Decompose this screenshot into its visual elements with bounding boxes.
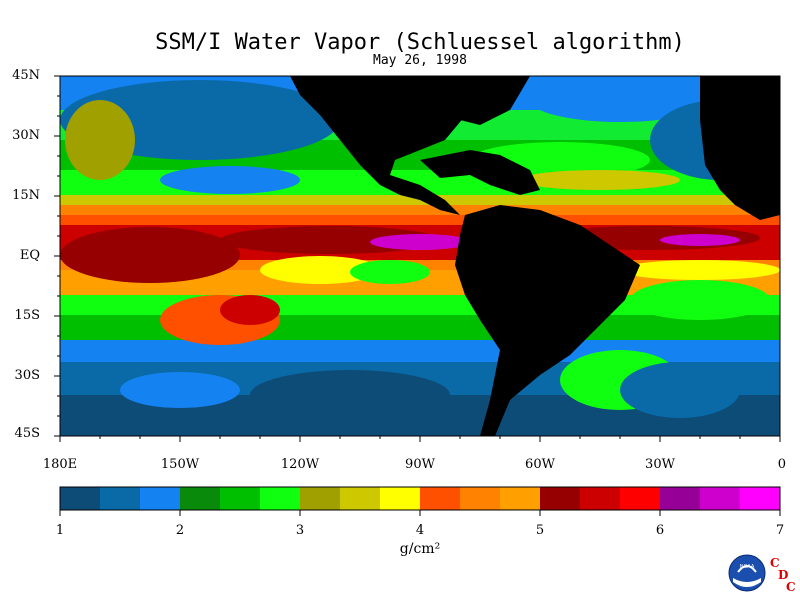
colorbar-swatch — [180, 487, 221, 510]
colorbar-swatch — [420, 487, 461, 510]
caribbean-landmass — [420, 150, 540, 195]
lon-label-30w: 30W — [645, 457, 675, 472]
florida-landmass — [460, 76, 530, 125]
colorbar-label-2: 2 — [175, 523, 185, 538]
colorbar-label-1: 1 — [55, 523, 65, 538]
map-title: SSM/I Water Vapor (Schluessel algorithm) — [155, 30, 685, 55]
colorbar-swatch — [100, 487, 141, 510]
lat-label-15n: 15N — [12, 188, 40, 203]
lon-label-0: 0 — [777, 457, 786, 472]
cdc-logo: C D C — [768, 556, 798, 596]
colorbar-ticks — [59, 510, 781, 516]
lon-label-90w: 90W — [405, 457, 435, 472]
colorbar-swatch — [220, 487, 261, 510]
lon-label-180e: 180E — [42, 457, 78, 472]
cdc-letter-c1: C — [770, 556, 780, 570]
colorbar-label-5: 5 — [535, 523, 545, 538]
colorbar-swatch — [580, 487, 621, 510]
map-subtitle: May 26, 1998 — [373, 53, 467, 68]
colorbar-swatch — [140, 487, 181, 510]
colorbar-swatch — [540, 487, 581, 510]
map-plot-area — [60, 76, 780, 436]
lat-label-45n: 45N — [12, 68, 40, 83]
north-america-landmass — [290, 76, 470, 215]
lat-label-15s: 15S — [14, 308, 40, 323]
colorbar-swatch — [260, 487, 301, 510]
lon-label-150w: 150W — [160, 457, 200, 472]
colorbar-swatch — [380, 487, 421, 510]
colorbar-swatch — [460, 487, 501, 510]
colorbar-swatch — [60, 487, 101, 510]
colorbar-swatch — [700, 487, 741, 510]
colorbar-label-7: 7 — [775, 523, 785, 538]
cdc-letter-d: D — [778, 568, 789, 582]
colorbar-label-6: 6 — [655, 523, 665, 538]
africa-landmass — [700, 76, 780, 220]
units-label: g/cm² — [399, 541, 441, 557]
lon-label-60w: 60W — [525, 457, 555, 472]
colorbar-label-3: 3 — [295, 523, 305, 538]
colorbar-label-4: 4 — [415, 523, 425, 538]
colorbar-swatch — [620, 487, 661, 510]
south-america-landmass — [455, 205, 640, 436]
cdc-letter-c2: C — [786, 580, 796, 594]
colorbar — [60, 487, 781, 510]
lat-label-eq: EQ — [19, 248, 40, 263]
lat-ticks — [54, 75, 60, 437]
colorbar-swatch — [660, 487, 701, 510]
noaa-logo-text: NOAA — [740, 564, 755, 570]
colorbar-swatch — [500, 487, 541, 510]
lat-label-45s: 45S — [14, 426, 40, 441]
colorbar-swatch — [340, 487, 381, 510]
lat-label-30n: 30N — [12, 128, 40, 143]
colorbar-swatch — [300, 487, 341, 510]
lon-ticks — [59, 436, 781, 442]
noaa-logo-icon: NOAA — [728, 554, 766, 592]
lon-label-120w: 120W — [280, 457, 320, 472]
lat-label-30s: 30S — [14, 368, 40, 383]
colorbar-swatch — [740, 487, 781, 510]
